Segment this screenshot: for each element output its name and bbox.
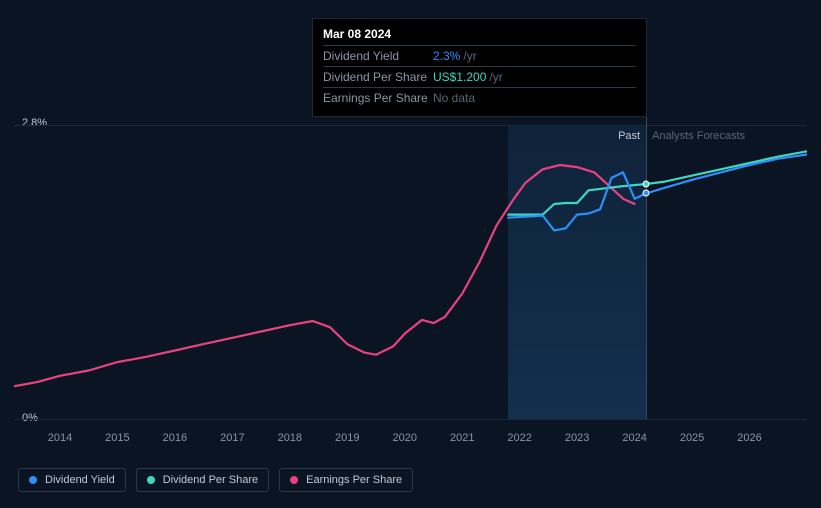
legend-item[interactable]: Dividend Per Share (136, 468, 269, 492)
x-tick-label: 2015 (105, 432, 129, 444)
chart-plot-area[interactable]: Past Analysts Forecasts (14, 125, 807, 420)
x-tick-label: 2017 (220, 432, 244, 444)
tooltip-date: Mar 08 2024 (323, 27, 636, 45)
legend-label: Dividend Yield (45, 474, 115, 486)
hover-marker (643, 190, 650, 197)
x-tick-label: 2020 (393, 432, 417, 444)
tooltip-row: Dividend Yield2.3%/yr (323, 45, 636, 66)
chart-lines-svg (14, 125, 807, 420)
hover-cursor-line (646, 103, 647, 420)
dividend-chart: 2.8%0% Past Analysts Forecasts (14, 105, 807, 440)
legend-color-dot (290, 476, 298, 484)
series-line (14, 165, 635, 386)
hover-marker (643, 181, 650, 188)
x-tick-label: 2024 (622, 432, 646, 444)
tooltip-metric-value: US$1.200 (433, 70, 486, 84)
legend-label: Dividend Per Share (163, 474, 258, 486)
x-tick-label: 2016 (163, 432, 187, 444)
x-axis-labels: 2014 2015 2016 2017 2018 2019 2020 2021 2022 2023… (14, 432, 807, 450)
legend-color-dot (147, 476, 155, 484)
tooltip-row: Earnings Per ShareNo data (323, 87, 636, 108)
legend-item[interactable]: Dividend Yield (18, 468, 126, 492)
series-line (508, 151, 807, 214)
chart-tooltip: Mar 08 2024 Dividend Yield2.3%/yrDividen… (312, 18, 647, 117)
tooltip-metric-label: Dividend Per Share (323, 70, 433, 84)
tooltip-metric-label: Dividend Yield (323, 49, 433, 63)
x-tick-label: 2018 (278, 432, 302, 444)
tooltip-metric-unit: /yr (463, 49, 476, 63)
legend-item[interactable]: Earnings Per Share (279, 468, 413, 492)
x-tick-label: 2019 (335, 432, 359, 444)
tooltip-metric-value: No data (433, 91, 475, 105)
tooltip-metric-value: 2.3% (433, 49, 460, 63)
x-tick-label: 2026 (737, 432, 761, 444)
tooltip-row: Dividend Per ShareUS$1.200/yr (323, 66, 636, 87)
tooltip-metric-unit: /yr (489, 70, 502, 84)
legend-color-dot (29, 476, 37, 484)
x-tick-label: 2022 (507, 432, 531, 444)
x-tick-label: 2021 (450, 432, 474, 444)
legend-label: Earnings Per Share (306, 474, 402, 486)
chart-legend: Dividend Yield Dividend Per Share Earnings… (18, 468, 413, 492)
x-tick-label: 2014 (48, 432, 72, 444)
x-tick-label: 2025 (680, 432, 704, 444)
tooltip-metric-label: Earnings Per Share (323, 91, 433, 105)
x-tick-label: 2023 (565, 432, 589, 444)
